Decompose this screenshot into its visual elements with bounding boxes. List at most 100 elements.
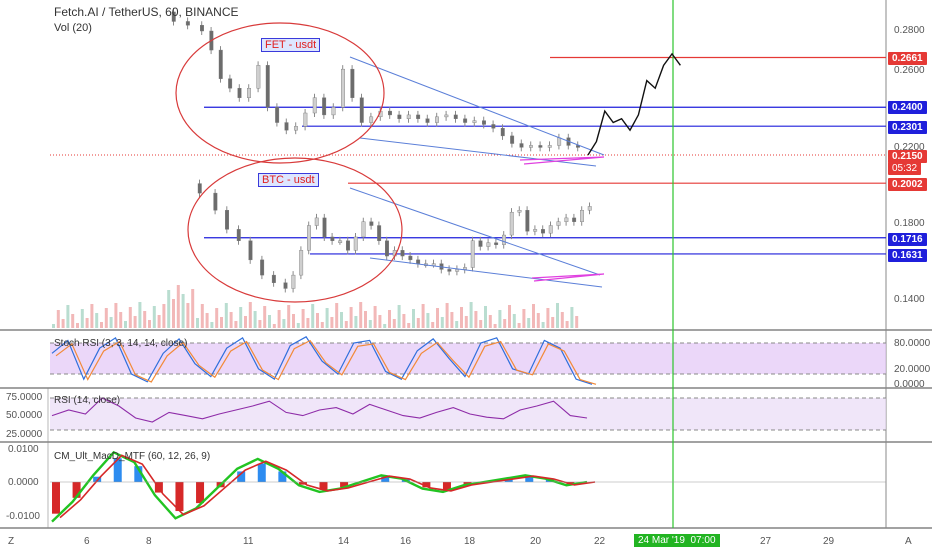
time-tick: 18 [464,536,476,547]
btc-candle [587,206,592,211]
volume-bar [263,306,267,328]
volume-bar [541,322,545,328]
fet-candle [218,49,223,79]
time-tick: 11 [243,536,254,547]
volume-bar [76,323,79,328]
time-tick: 20 [530,536,542,547]
volume-bar [508,305,511,328]
volume-bar [128,307,132,328]
volume-bar [210,322,214,328]
volume-bar [460,307,463,328]
volume-bar [239,307,243,328]
volume-bar [200,304,204,328]
fet-candle [312,97,317,114]
volume-bar [100,322,103,328]
macd-histogram-bar [93,476,102,482]
btc-candle [572,217,577,222]
volume-bar [436,308,439,328]
price-tick: 0.2200 [894,142,925,153]
btc-candle [361,221,366,238]
macd-tick: -0.0100 [6,511,40,522]
volume-bar [522,309,526,328]
volume-bar [296,323,300,328]
btc-candle [509,211,514,236]
fet-candle [322,97,327,116]
price-tick: 0.2800 [894,25,925,36]
volume-bar [272,324,276,328]
macd-histogram-bar [340,482,349,488]
volume-bar [551,317,555,328]
volume-bar [71,314,75,328]
fet-candle [397,114,402,119]
volume-bar [503,319,507,328]
cursor-date: 24 Mar '19 [638,535,685,546]
volume-bar [397,305,401,328]
fet-candle [246,88,251,98]
volume-bar [378,315,382,328]
price-tag-0.2661: 0.2661 [888,52,927,65]
time-tick: 22 [594,536,606,547]
fet-candle [482,120,486,125]
fet-candle [500,128,505,137]
volume-bar [306,318,310,328]
macd-label: CM_Ult_MacD_MTF (60, 12, 26, 9) [54,451,211,462]
btc-candle [385,240,389,257]
btc-candle [400,250,405,257]
macd-histogram-bar [237,471,246,482]
macd-histogram-bar [257,463,266,482]
macd-histogram-bar [278,471,287,482]
fet-candle [519,143,524,148]
fet-candle [463,118,468,123]
volume-bar [344,321,348,328]
fet-candle [303,112,308,127]
volume-bar [244,316,247,328]
volume-bar [402,314,406,328]
btc-candle [299,250,304,276]
volume-bar [536,313,540,328]
volume-bar [455,321,459,328]
symbol-title: Fetch.AI / TetherUS, 60, BINANCE [54,5,239,19]
fet-candle [425,118,430,123]
volume-bar [268,315,271,328]
fet-candle [453,114,458,119]
btc-candle [314,217,319,226]
fet-candle [510,135,515,144]
volume-bar [560,312,564,328]
volume-bar [119,312,123,328]
volume-bar [421,304,425,328]
volume-bar [224,303,228,328]
btc-candle [478,240,483,247]
fet-candle [359,97,364,123]
btc-candle [470,240,475,268]
fet-candle [406,114,411,119]
time-tick: 29 [823,536,835,547]
btc-candle [346,240,350,251]
btc-candle [502,234,506,245]
volume-bar [498,310,502,328]
volume-bar [527,318,531,328]
price-tag-0.1631: 0.1631 [888,249,927,262]
volume-bar [258,320,262,328]
volume-bar [556,303,559,328]
btc-candle [486,242,491,247]
btc-usdt-label: BTC - usdt [258,173,319,187]
volume-bar [416,318,420,328]
macd-histogram-bar [113,458,122,482]
fet-candle [444,114,449,118]
volume-bar [431,322,435,328]
btc-candle [197,183,202,194]
volume-bar [493,324,497,328]
fet-candle [284,122,289,131]
volume-bar [440,317,444,328]
macd-histogram-bar [463,482,472,485]
volume-bar [464,316,468,328]
volume-bar [316,313,319,328]
auto-scale-button[interactable]: A [905,536,912,547]
zoom-reset-button[interactable]: Z [8,536,15,547]
btc-candle [580,210,584,222]
volume-bar [388,310,391,328]
volume-bar [340,312,343,328]
volume-bar [148,320,151,328]
